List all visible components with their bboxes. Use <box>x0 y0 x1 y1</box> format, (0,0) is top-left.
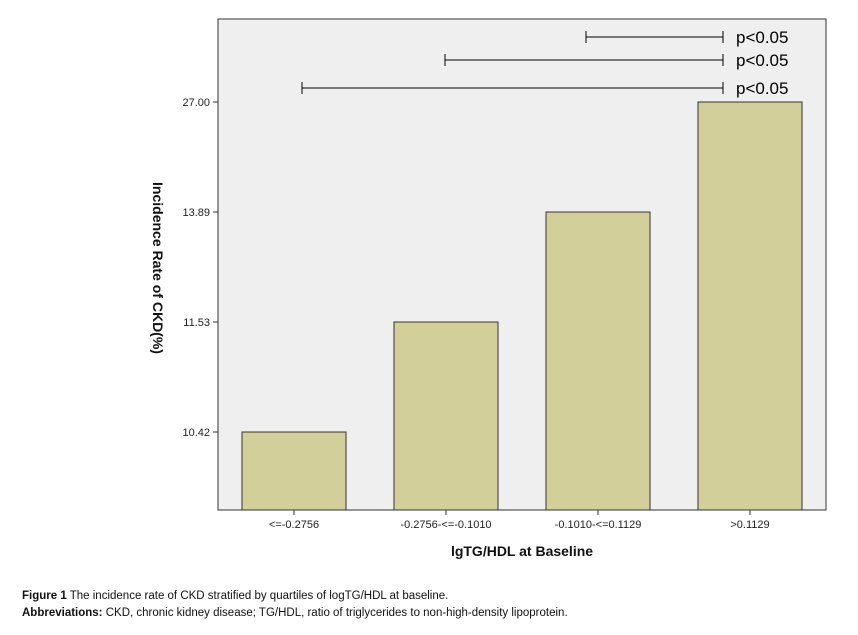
abbreviations-caption: Abbreviations: CKD, chronic kidney disea… <box>22 607 568 619</box>
bar-3 <box>545 211 651 511</box>
bar-chart: 10.42 11.53 13.89 27.00 <=-0.2756 -0.2756-<=… <box>150 18 827 559</box>
y-tick-label: 13.89 <box>182 207 210 219</box>
significance-label: p<0.05 <box>736 79 788 98</box>
figure-label: Figure 1 <box>22 590 67 602</box>
x-tick-label: <=-0.2756 <box>269 519 319 531</box>
figure-text: The incidence rate of CKD stratified by … <box>69 590 449 602</box>
x-axis-label: lgTG/HDL at Baseline <box>451 543 593 559</box>
bar-2 <box>393 321 499 511</box>
y-tick-label: 27.00 <box>182 97 210 109</box>
x-tick-label: -0.2756-<=-0.1010 <box>400 519 491 531</box>
significance-label: p<0.05 <box>736 28 788 47</box>
y-tick-label: 11.53 <box>183 317 210 329</box>
x-tick-label: -0.1010-<=0.1129 <box>555 519 642 531</box>
y-tick-label: 10.42 <box>182 427 210 439</box>
figure-caption: Figure 1 The incidence rate of CKD strat… <box>22 590 448 602</box>
bar-1 <box>241 431 347 511</box>
abbreviations-label: Abbreviations: <box>22 607 103 619</box>
bar-4 <box>697 101 803 511</box>
abbreviations-text: CKD, chronic kidney disease; TG/HDL, rat… <box>105 607 568 619</box>
x-tick-label: >0.1129 <box>730 519 769 531</box>
significance-label: p<0.05 <box>736 51 788 70</box>
y-axis-label: Incidence Rate of CKD(%) <box>150 182 166 354</box>
